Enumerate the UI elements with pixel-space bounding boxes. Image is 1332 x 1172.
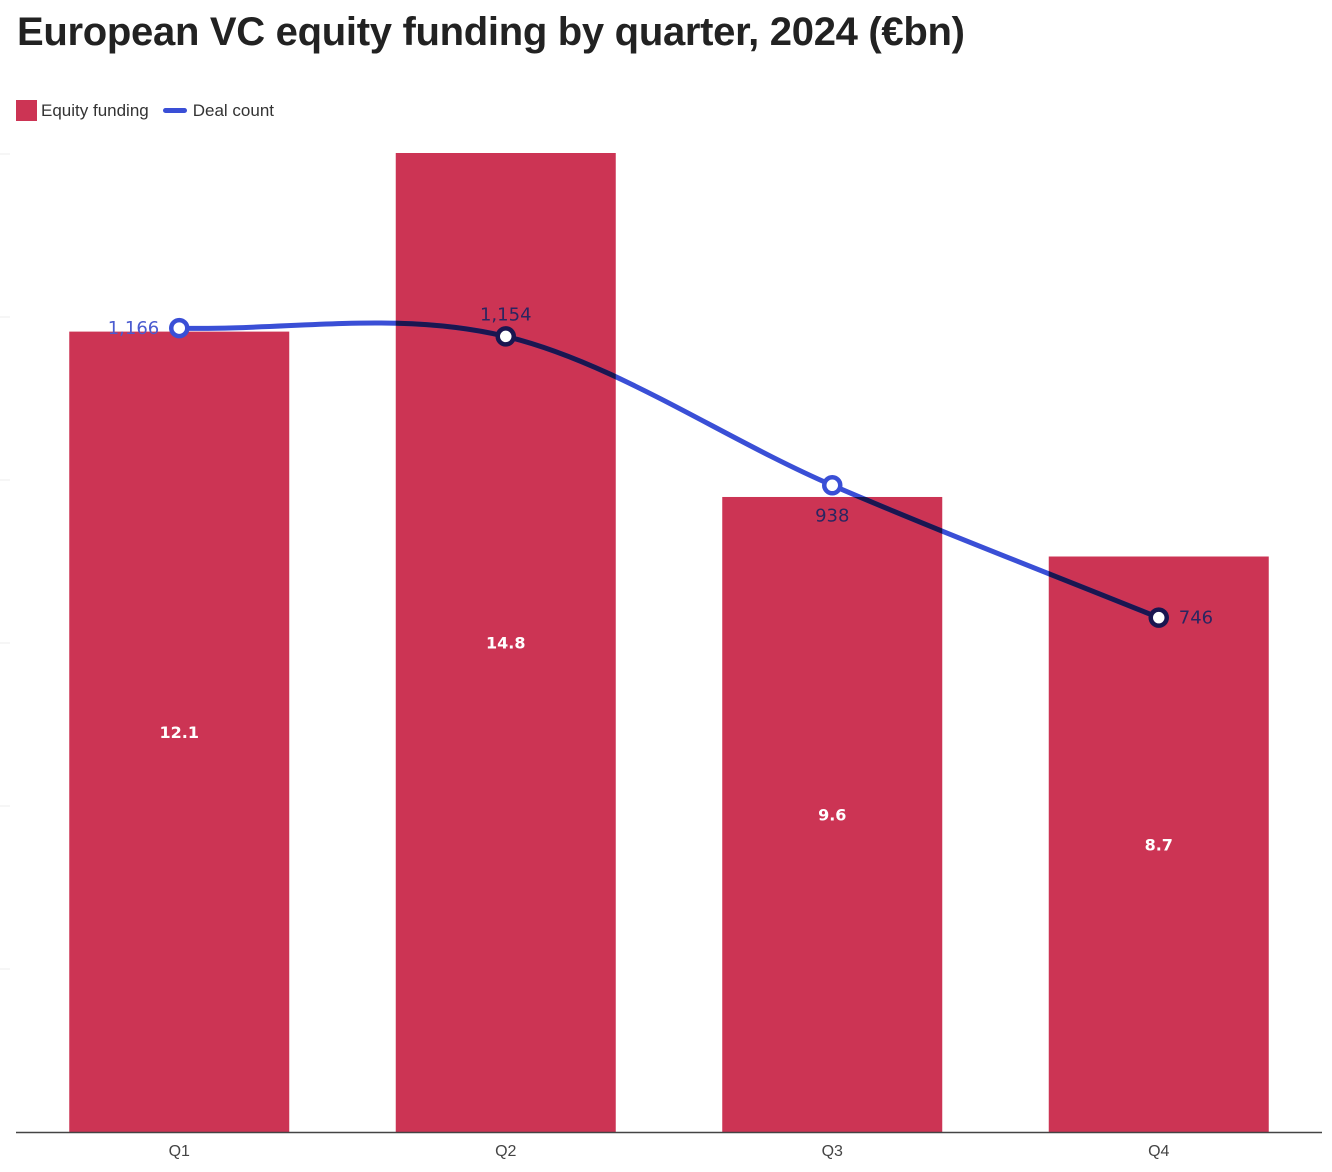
legend-label-deal-count: Deal count	[192, 100, 275, 120]
x-tick-label: Q2	[495, 1143, 516, 1160]
deal-count-line-over-bars	[176, 320, 1162, 621]
x-tick-label: Q4	[1148, 1143, 1169, 1160]
legend-swatch-equity-funding	[16, 100, 37, 121]
deal-count-value-label: 746	[1179, 608, 1213, 629]
deal-count-point-q1	[169, 317, 190, 339]
deal-count-value-label: 938	[815, 505, 849, 526]
bar-value-label: 14.8	[486, 634, 525, 653]
legend-item-deal-count: Deal count	[162, 100, 275, 121]
legend-swatch-deal-count	[162, 108, 187, 113]
legend: Equity funding Deal count	[16, 100, 288, 121]
bar-q4	[1048, 556, 1269, 1132]
bar-q3	[722, 496, 943, 1132]
x-tick-label: Q1	[169, 1143, 190, 1160]
bar-value-label: 12.1	[160, 723, 199, 742]
x-tick-label: Q3	[822, 1143, 843, 1160]
bar-q2	[395, 153, 616, 1132]
deal-count-value-label: 1,154	[480, 304, 532, 325]
chart-title: European VC equity funding by quarter, 2…	[17, 10, 965, 54]
bar-value-label: 8.7	[1145, 835, 1173, 854]
deal-count-value-label: 1,166	[108, 318, 160, 339]
deal-count-point-q2	[495, 326, 516, 347]
deal-count-point-q4	[1148, 607, 1169, 628]
deal-count-point-q3	[822, 475, 843, 496]
deal-count-line	[176, 320, 1162, 621]
bar-q1	[69, 331, 290, 1133]
legend-item-equity-funding: Equity funding	[16, 100, 149, 121]
legend-label-equity-funding: Equity funding	[41, 100, 149, 120]
bar-value-label: 9.6	[818, 805, 846, 824]
